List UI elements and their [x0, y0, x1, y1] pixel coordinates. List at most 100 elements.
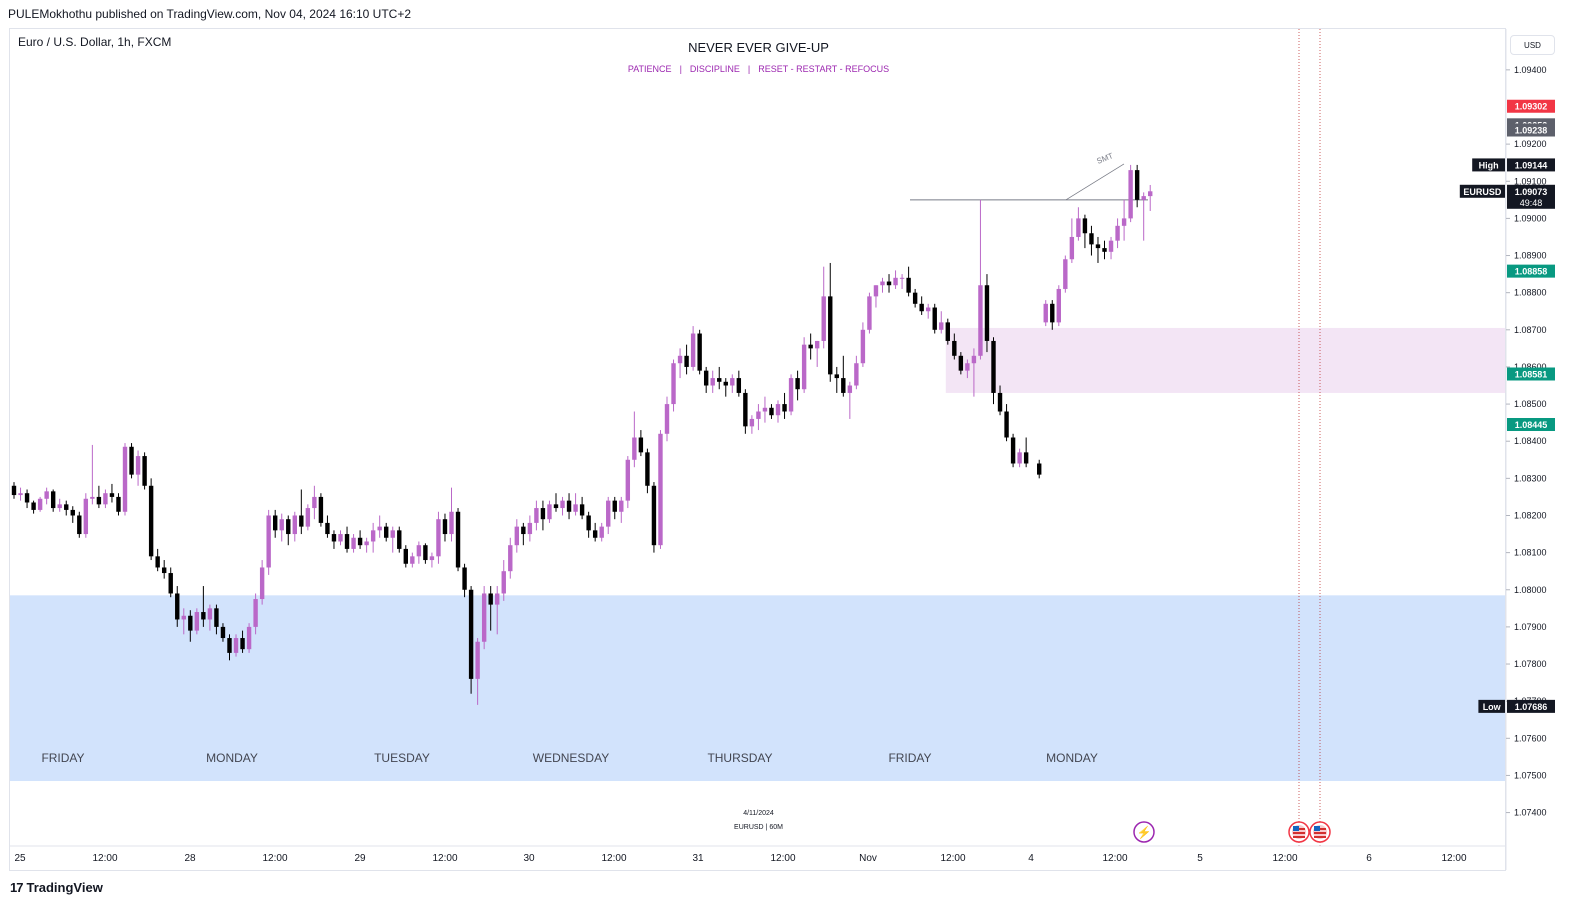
candle-body: [899, 277, 905, 279]
y-tick-label: 1.07500: [1514, 770, 1547, 780]
x-tick-label: 12:00: [940, 853, 965, 864]
y-tick-label: 1.07600: [1514, 733, 1547, 743]
smt-line: [1065, 163, 1125, 201]
day-label: THURSDAY: [707, 751, 772, 765]
candle-body: [514, 526, 520, 546]
candle-body: [410, 556, 415, 564]
candle-body: [978, 285, 983, 356]
subtitle-separator: |: [679, 64, 682, 74]
candle-body: [220, 626, 226, 639]
price-tag-box: [1478, 699, 1505, 713]
price-tag-box: [1459, 184, 1505, 198]
candle-body: [312, 496, 317, 509]
candle-body: [462, 567, 467, 590]
candle-body: [90, 496, 95, 499]
x-tick-label: 25: [14, 853, 26, 864]
candle-body: [390, 530, 395, 538]
watermark-symbol: EURUSD | 60M: [734, 824, 783, 831]
chart-annotation-subtitle: PATIENCE | DISCIPLINE | RESET - RESTART - RE…: [0, 64, 1517, 74]
candle-body: [1141, 196, 1146, 200]
candle-body: [168, 573, 173, 594]
us-flag-icon-stripe: [1293, 832, 1305, 834]
candle-body: [1128, 170, 1133, 219]
candle-body: [703, 370, 709, 386]
candle-body: [952, 340, 957, 356]
x-tick-label: 28: [184, 853, 196, 864]
candle-body: [83, 498, 89, 535]
candle-body: [625, 459, 631, 501]
x-tick-label: 12:00: [262, 853, 287, 864]
currency-button[interactable]: USD: [1510, 35, 1555, 55]
candle-body: [1023, 452, 1029, 464]
candle-body: [821, 296, 826, 341]
candle-body: [560, 500, 565, 509]
y-tick-label: 1.07900: [1514, 622, 1547, 632]
price-label: 1.08445: [1515, 420, 1548, 430]
candle-body: [579, 504, 585, 516]
candle-body: [769, 407, 774, 416]
candle-body: [18, 493, 23, 496]
candle-body: [677, 355, 683, 364]
tradingview-logo-icon: 17: [10, 880, 24, 895]
candle-body: [1082, 218, 1088, 234]
watermark-date: 4/11/2024: [743, 810, 774, 817]
y-tick-label: 1.09100: [1514, 176, 1547, 186]
candle-body: [1102, 248, 1107, 252]
candle-body: [31, 502, 36, 510]
candle-body: [279, 519, 284, 531]
candle-body: [436, 519, 441, 557]
x-tick-label: 4: [1028, 853, 1034, 864]
candle-body: [873, 285, 879, 297]
candle-body: [553, 504, 559, 509]
event-icons[interactable]: ⚡: [1133, 821, 1331, 843]
demand-zone: [10, 595, 1505, 782]
candle-body: [749, 418, 755, 427]
candle-body: [1108, 240, 1114, 252]
candle-body: [939, 322, 944, 330]
candle-body: [233, 638, 239, 653]
candle-body: [671, 363, 676, 405]
candle-body: [1121, 218, 1127, 226]
candle-body: [468, 589, 474, 679]
candle-body: [64, 504, 69, 510]
symbol-title[interactable]: Euro / U.S. Dollar, 1h, FXCM: [18, 35, 172, 49]
candle-body: [547, 504, 552, 520]
y-tick-label: 1.08300: [1514, 473, 1547, 483]
candle-body: [971, 355, 977, 364]
price-label-box: [1507, 99, 1555, 113]
candle-body: [24, 493, 30, 503]
candle-body: [475, 641, 480, 679]
subtitle-separator: |: [747, 64, 751, 74]
fvg-zone: [945, 327, 1505, 393]
candle-body: [690, 333, 696, 367]
candle-body: [1063, 259, 1068, 289]
candle-body: [207, 608, 213, 620]
candle-body: [540, 508, 546, 520]
y-tick-label: 1.07800: [1514, 659, 1547, 669]
tradingview-logo[interactable]: 17 TradingView: [10, 880, 103, 895]
candle-body: [344, 534, 350, 549]
candle-body: [377, 526, 382, 531]
candle-body: [645, 452, 650, 486]
candle-body: [586, 515, 591, 531]
candle-body: [991, 340, 996, 393]
price-label: 1.08581: [1515, 369, 1548, 379]
candle-body: [1069, 236, 1075, 260]
candle-body: [919, 303, 924, 312]
candle-body: [912, 292, 918, 304]
y-tick-label: 1.08500: [1514, 399, 1547, 409]
candle-body: [103, 493, 108, 505]
y-tick-label: 1.09000: [1514, 213, 1547, 223]
us-flag-icon-stripe: [1314, 836, 1326, 838]
smt-label: SMT: [1095, 151, 1114, 166]
candle-body: [1050, 303, 1055, 323]
candle-body: [730, 378, 735, 386]
candle-body: [893, 277, 898, 286]
candle-body: [599, 526, 604, 538]
candle-body: [638, 437, 644, 453]
candle-body: [801, 344, 807, 390]
price-tag: Low: [1483, 702, 1502, 712]
candle-body: [592, 530, 598, 538]
y-tick-label: 1.08200: [1514, 510, 1547, 520]
